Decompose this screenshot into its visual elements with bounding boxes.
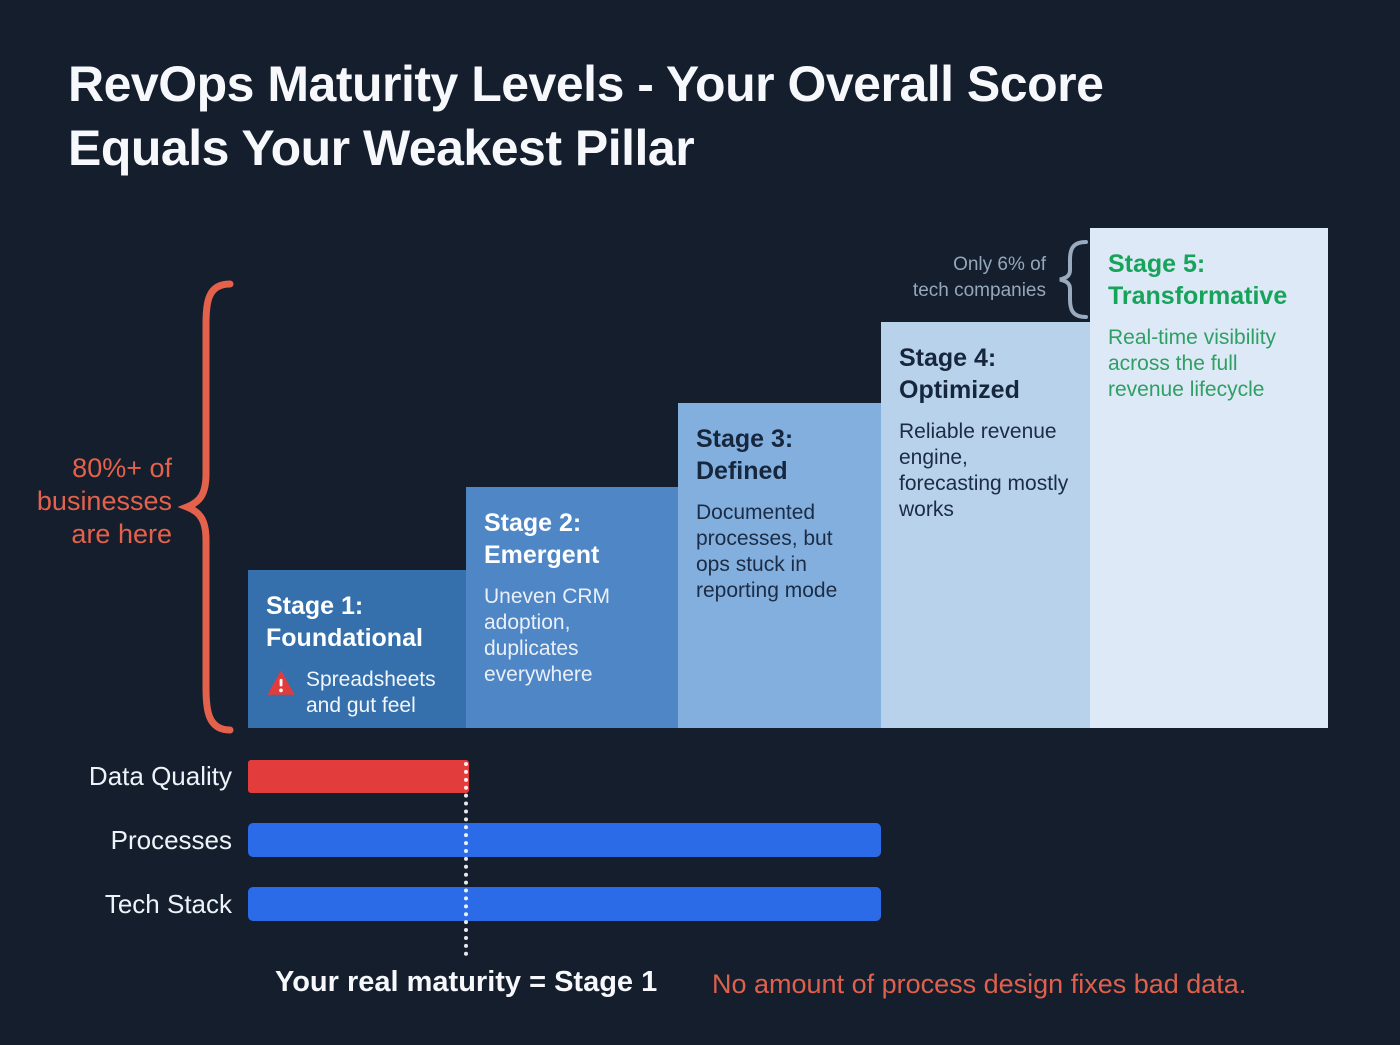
pillar-bar-processes bbox=[248, 823, 881, 857]
businesses-annotation-line-3: are here bbox=[71, 519, 172, 549]
stage-1-description-text: Spreadsheets and gut feel bbox=[306, 668, 436, 717]
tech-companies-annotation: Only 6% of tech companies bbox=[880, 252, 1046, 304]
conclusion-statement: Your real maturity = Stage 1 bbox=[275, 966, 658, 998]
tech-companies-annotation-line-1: Only 6% of bbox=[953, 254, 1046, 275]
stage-1-heading: Stage 1: Foundational bbox=[266, 590, 448, 654]
page-title-line-1: RevOps Maturity Levels - Your Overall Sc… bbox=[68, 56, 1104, 112]
stage-5-heading: Stage 5: Transformative bbox=[1108, 248, 1310, 312]
warning-icon bbox=[267, 670, 295, 695]
stage-column-5-transformative: Stage 5: Transformative Real-time visibi… bbox=[1090, 228, 1328, 728]
pillar-bar-data-quality bbox=[248, 760, 469, 793]
stage-4-description: Reliable revenue engine, forecasting mos… bbox=[899, 420, 1069, 521]
stage-5-heading-line-1: Stage 5: bbox=[1108, 250, 1206, 278]
stage-1-threshold-dotted-line bbox=[464, 762, 468, 956]
stage-3-heading-line-2: Defined bbox=[696, 457, 788, 485]
tech-companies-brace bbox=[1059, 240, 1088, 319]
stage-4-heading-line-1: Stage 4: bbox=[899, 344, 997, 372]
stage-5-description: Real-time visibility across the full rev… bbox=[1108, 326, 1277, 401]
stage-4-heading: Stage 4: Optimized bbox=[899, 342, 1072, 406]
page-title-line-2: Equals Your Weakest Pillar bbox=[68, 120, 695, 176]
stage-column-3-defined: Stage 3: Defined Documented processes, b… bbox=[678, 403, 881, 728]
stage-column-1-foundational: Stage 1: Foundational Spreadsheets and g… bbox=[248, 570, 466, 728]
stage-1-heading-line-1: Stage 1: bbox=[266, 592, 364, 620]
businesses-annotation: 80%+ of businesses are here bbox=[16, 452, 172, 551]
stage-2-heading-line-1: Stage 2: bbox=[484, 509, 582, 537]
stage-3-description: Documented processes, but ops stuck in r… bbox=[696, 501, 838, 602]
stage-2-heading-line-2: Emergent bbox=[484, 541, 600, 569]
stage-column-2-emergent: Stage 2: Emergent Uneven CRM adoption, d… bbox=[466, 487, 678, 728]
stage-2-heading: Stage 2: Emergent bbox=[484, 507, 660, 571]
tech-companies-annotation-line-2: tech companies bbox=[912, 280, 1046, 301]
businesses-annotation-line-2: businesses bbox=[36, 486, 172, 516]
stage-column-4-optimized: Stage 4: Optimized Reliable revenue engi… bbox=[881, 322, 1090, 728]
stage-3-heading: Stage 3: Defined bbox=[696, 423, 863, 487]
stage-4-heading-line-2: Optimized bbox=[899, 376, 1020, 404]
pillar-label-tech-stack: Tech Stack bbox=[104, 889, 232, 919]
stage-1-description: Spreadsheets and gut feel bbox=[266, 667, 448, 719]
stage-5-heading-line-2: Transformative bbox=[1108, 282, 1288, 310]
stage-3-heading-line-1: Stage 3: bbox=[696, 425, 794, 453]
pillar-bar-tech-stack bbox=[248, 887, 881, 921]
stage-2-description: Uneven CRM adoption, duplicates everywhe… bbox=[484, 585, 611, 686]
pillar-label-data-quality: Data Quality bbox=[88, 761, 232, 791]
page-title: RevOps Maturity Levels - Your Overall Sc… bbox=[68, 52, 1328, 180]
businesses-annotation-line-1: 80%+ of bbox=[72, 453, 172, 483]
conclusion-note: No amount of process design fixes bad da… bbox=[712, 969, 1247, 999]
businesses-brace bbox=[178, 280, 234, 734]
pillar-label-processes: Processes bbox=[110, 825, 232, 855]
stage-1-heading-line-2: Foundational bbox=[266, 624, 423, 652]
